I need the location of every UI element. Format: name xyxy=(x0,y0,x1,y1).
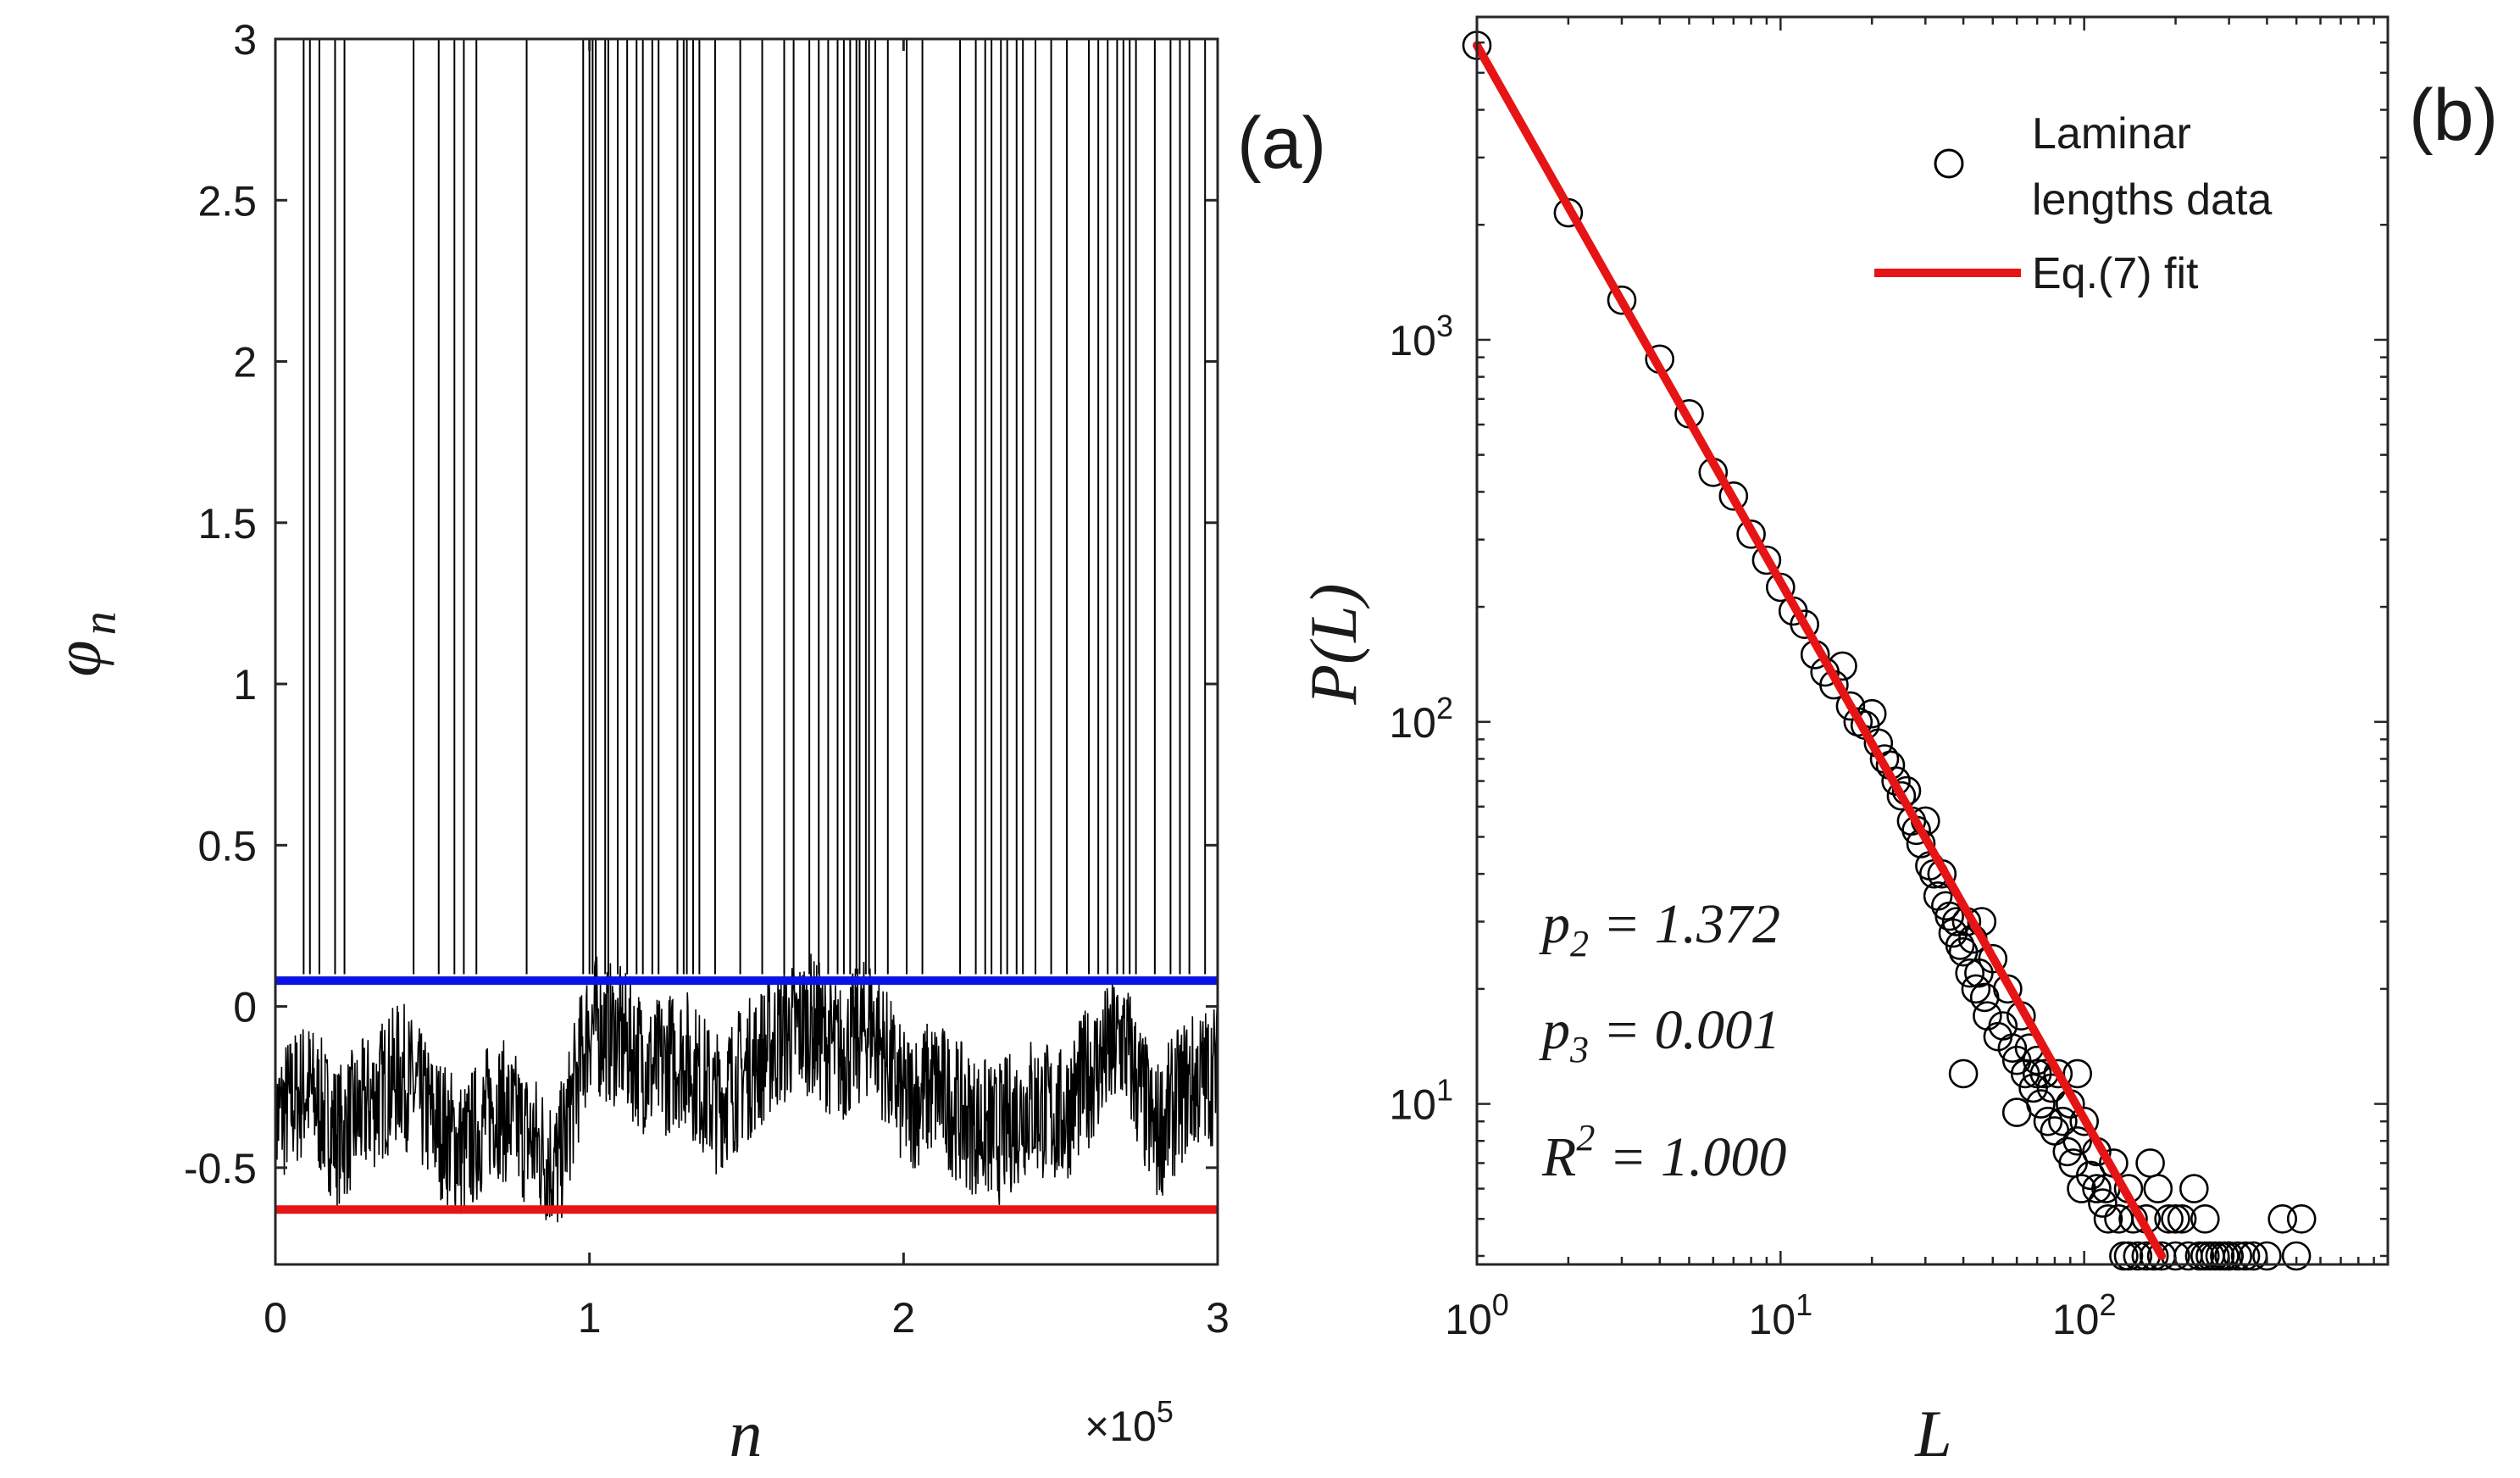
a-xtick-label-0: 0 xyxy=(264,1294,287,1342)
data-point-115 xyxy=(2190,1241,2220,1271)
legend-circle-marker xyxy=(1934,148,1964,179)
panel-b-ylabel: P(L) xyxy=(1296,584,1370,706)
data-point-94 xyxy=(2190,1204,2220,1234)
panel-b-xlabel: L xyxy=(1914,1397,1951,1470)
a-ytick-label-5: 0.5 xyxy=(197,822,257,870)
legend-data-label-line2: lengths data xyxy=(2032,175,2272,225)
data-point-61 xyxy=(2033,1106,2063,1136)
a-ytick-label-1: 2.5 xyxy=(197,177,257,225)
b-ytick-label-2: 103 xyxy=(1389,308,1453,364)
data-point-74 xyxy=(2088,1188,2118,1218)
panel-b-x-ticks: 100 101 102 xyxy=(1445,17,2390,1343)
data-point-11 xyxy=(1790,609,1819,640)
a-xtick-label-1: 1 xyxy=(578,1294,602,1342)
data-point-84 xyxy=(2135,1148,2165,1178)
data-point-35 xyxy=(1934,901,1964,931)
panel-a-label: (a) xyxy=(1237,103,1326,184)
data-point-41 xyxy=(1955,958,1984,988)
panel-a-axes-frame xyxy=(274,37,1219,1266)
data-point-52 xyxy=(1997,1033,2028,1063)
data-point-101 xyxy=(2230,1241,2261,1271)
panel-a-x-ticks: 0 1 2 3 xyxy=(264,39,1229,1342)
data-point-106 xyxy=(2286,1204,2317,1234)
panel-a-ylabel-main: φ xyxy=(41,640,114,676)
legend-fit-label: Eq.(7) fit xyxy=(2032,249,2199,298)
panel-a-x-multiplier-exp: 5 xyxy=(1157,1394,1174,1429)
a-ytick-label-0: 3 xyxy=(233,16,257,64)
panel-a-y-ticks: 3 2.5 2 1.5 1 0.5 0 -0.5 xyxy=(184,16,1218,1192)
panel-b-axes-frame xyxy=(1475,15,2390,1266)
annotation-p2: p2 = 1.372 xyxy=(1539,893,1780,964)
b-ytick-label-0: 101 xyxy=(1389,1073,1453,1129)
data-point-109 xyxy=(2022,1058,2052,1089)
panel-b-label: (b) xyxy=(2409,75,2498,156)
data-point-86 xyxy=(2143,1174,2173,1203)
a-ytick-label-4: 1 xyxy=(233,661,257,708)
data-point-6 xyxy=(1718,481,1749,511)
panel-a-xlabel: n xyxy=(730,1397,763,1470)
annotation-p3: p3 = 0.001 xyxy=(1539,999,1780,1070)
data-point-105 xyxy=(2281,1241,2312,1271)
phi-noise-trace xyxy=(275,953,1218,1223)
data-point-24 xyxy=(1886,781,1917,811)
panel-a-plot-area xyxy=(275,39,1218,1223)
b-xtick-label-1: 101 xyxy=(1749,1287,1813,1343)
b-ytick-label-1: 102 xyxy=(1389,691,1453,747)
panel-a-ylabel-sub: n xyxy=(74,611,126,635)
b-xtick-label-0: 100 xyxy=(1445,1287,1509,1343)
data-point-114 xyxy=(2161,1204,2190,1234)
data-point-111 xyxy=(2082,1174,2112,1203)
data-point-2 xyxy=(1607,285,1637,315)
data-point-8 xyxy=(1751,545,1782,575)
data-point-48 xyxy=(1978,943,2008,974)
data-point-116 xyxy=(2214,1241,2244,1271)
data-point-7 xyxy=(1736,519,1766,549)
b-xtick-label-2: 102 xyxy=(2052,1287,2117,1343)
data-point-88 xyxy=(2154,1204,2184,1234)
panel-b-fit-line xyxy=(1473,41,2167,1260)
data-point-43 xyxy=(1961,974,1991,1004)
data-point-108 xyxy=(2001,1097,2032,1127)
data-point-71 xyxy=(2069,1106,2099,1136)
data-point-90 xyxy=(2167,1204,2197,1234)
data-point-104 xyxy=(2267,1204,2297,1234)
data-point-64 xyxy=(2043,1058,2073,1089)
a-ytick-label-7: -0.5 xyxy=(184,1145,257,1192)
data-point-100 xyxy=(2223,1241,2252,1271)
data-point-65 xyxy=(2048,1106,2078,1136)
data-point-82 xyxy=(2123,1241,2153,1271)
panel-a-x-multiplier: ×105 xyxy=(1085,1394,1174,1450)
panel-b: 100 101 102 101 102 103 Laminar lengths data… xyxy=(1296,15,2498,1470)
data-point-103 xyxy=(2252,1241,2282,1271)
data-point-76 xyxy=(2093,1204,2123,1234)
data-point-102 xyxy=(2238,1241,2268,1271)
panel-b-legend: Laminar lengths data Eq.(7) fit xyxy=(1874,109,2272,298)
legend-data-label-line1: Laminar xyxy=(2032,109,2191,158)
panel-a-series-phi xyxy=(275,39,1218,1223)
a-xtick-label-3: 3 xyxy=(1206,1294,1229,1342)
a-ytick-label-2: 2 xyxy=(233,339,257,386)
data-point-47 xyxy=(1973,1001,2002,1031)
data-point-92 xyxy=(2179,1174,2209,1203)
a-ytick-label-6: 0 xyxy=(233,984,257,1031)
panel-b-y-ticks: 101 102 103 xyxy=(1389,15,2388,1258)
data-point-107 xyxy=(1948,1058,1979,1089)
data-point-69 xyxy=(2062,1126,2092,1156)
data-point-112 xyxy=(2113,1241,2144,1271)
panel-a-x-multiplier-base: ×10 xyxy=(1085,1403,1157,1450)
panel-a-ylabel: φn xyxy=(41,611,126,676)
data-point-110 xyxy=(2062,1058,2092,1089)
data-point-16 xyxy=(1835,691,1866,721)
annotation-r2: R2 = 1.000 xyxy=(1541,1117,1786,1188)
panel-b-annotations: p2 = 1.372 p3 = 0.001 R2 = 1.000 xyxy=(1539,893,1786,1188)
a-xtick-label-2: 2 xyxy=(891,1294,915,1342)
data-point-38 xyxy=(1945,931,1975,960)
a-ytick-label-3: 1.5 xyxy=(197,500,257,547)
